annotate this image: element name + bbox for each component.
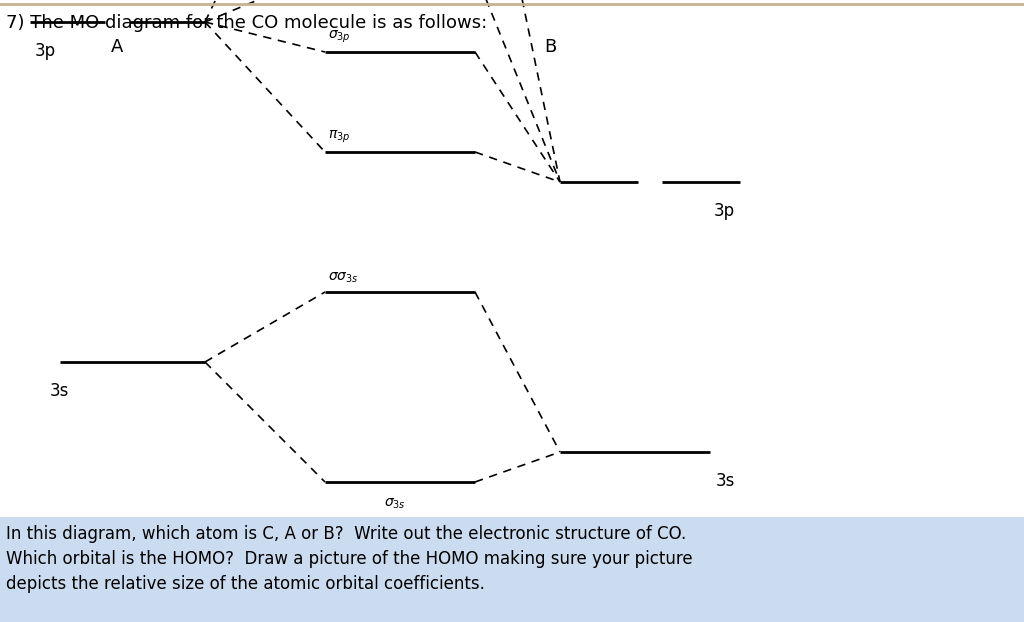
- Text: $\sigma\sigma_{3s}$: $\sigma\sigma_{3s}$: [328, 271, 358, 285]
- Text: 3s: 3s: [50, 382, 70, 400]
- Text: 3s: 3s: [716, 472, 735, 490]
- Text: 3p: 3p: [714, 202, 735, 220]
- Text: 7) The MO diagram for the CO molecule is as follows:: 7) The MO diagram for the CO molecule is…: [6, 14, 487, 32]
- Text: In this diagram, which atom is C, A or B?  Write out the electronic structure of: In this diagram, which atom is C, A or B…: [6, 525, 692, 593]
- Text: B: B: [544, 38, 556, 56]
- Text: $\sigma_{3s}$: $\sigma_{3s}$: [384, 497, 406, 511]
- Text: A: A: [112, 38, 124, 56]
- Text: 3p: 3p: [35, 42, 56, 60]
- Text: $\pi_{3p}$: $\pi_{3p}$: [328, 129, 350, 145]
- Bar: [0, 517, 1024, 622]
- Text: $\sigma_{3p}$: $\sigma_{3p}$: [328, 29, 351, 45]
